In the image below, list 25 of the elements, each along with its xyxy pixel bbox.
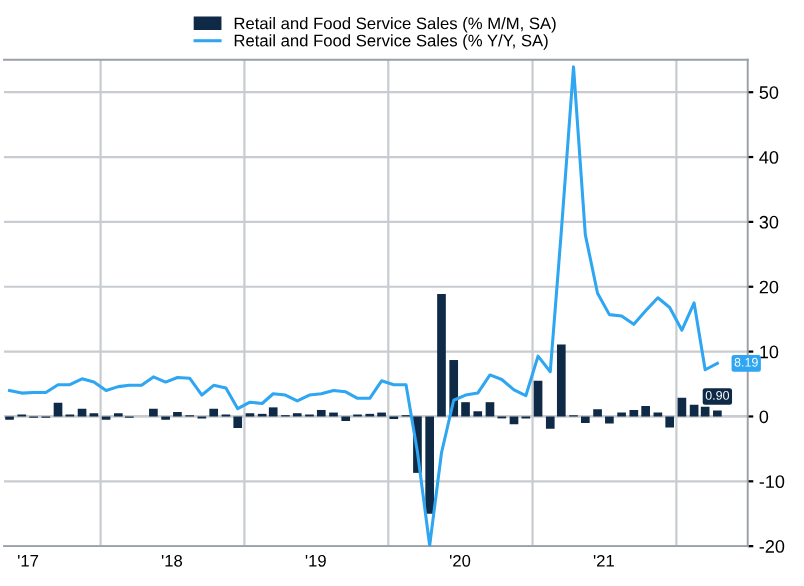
y-tick-label: -10	[759, 475, 785, 489]
x-tick-label: '20	[450, 554, 471, 567]
y-tick-label: 0	[759, 410, 769, 424]
x-tick-label: '18	[161, 554, 183, 567]
bar	[665, 416, 675, 428]
bar	[149, 408, 158, 417]
y-tick-label: 50	[759, 86, 779, 99]
y-tick-label: 40	[759, 150, 779, 164]
x-tick-label: '19	[305, 554, 326, 567]
bar	[545, 416, 555, 429]
y-tick-label: 10	[760, 345, 779, 359]
bar	[209, 408, 219, 417]
bar	[581, 416, 590, 423]
bar	[485, 402, 495, 417]
x-tick-label: '17	[18, 555, 39, 567]
legend-label: Retail and Food Service Sales (% M/M, SA)	[234, 17, 556, 33]
legend-label: Retail and Food Service Sales (% Y/Y, SA)	[234, 34, 548, 50]
y-tick-label: -20	[759, 540, 785, 553]
bar	[233, 416, 243, 429]
y-tick-label: 20	[759, 280, 779, 294]
x-tick-label: '21	[593, 554, 614, 567]
bar	[533, 380, 543, 417]
y-tick-label: 30	[759, 215, 779, 229]
bar	[605, 416, 614, 424]
bar	[593, 409, 602, 417]
